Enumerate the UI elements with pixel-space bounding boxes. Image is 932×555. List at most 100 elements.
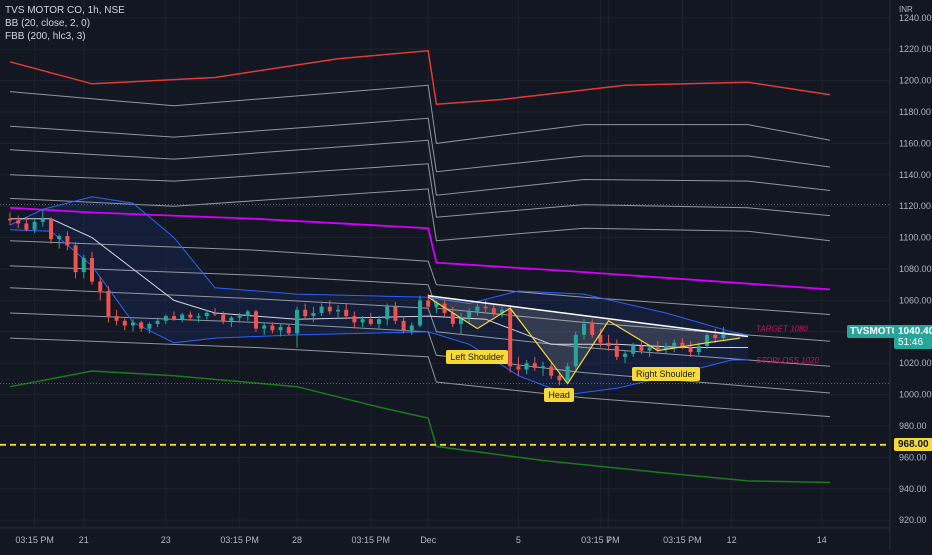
- candle-body[interactable]: [40, 218, 45, 222]
- candle-body[interactable]: [631, 345, 636, 354]
- candle-body[interactable]: [475, 306, 480, 312]
- candle-body[interactable]: [377, 319, 381, 324]
- candle-body[interactable]: [524, 363, 529, 370]
- candle-body[interactable]: [32, 221, 37, 230]
- pattern-zigzag[interactable]: [427, 296, 740, 385]
- candle-body[interactable]: [655, 347, 660, 350]
- candle-body[interactable]: [163, 316, 168, 321]
- candle-body[interactable]: [360, 319, 365, 323]
- candle-body[interactable]: [385, 306, 390, 320]
- candle-body[interactable]: [582, 323, 586, 335]
- candle-body[interactable]: [434, 303, 439, 307]
- candle-body[interactable]: [352, 316, 357, 323]
- candle-body[interactable]: [393, 306, 398, 321]
- candle-body[interactable]: [491, 308, 496, 313]
- candle-body[interactable]: [188, 314, 193, 318]
- candle-body[interactable]: [237, 316, 242, 318]
- indicator-bb[interactable]: BB (20, close, 2, 0): [5, 18, 91, 29]
- candle-body[interactable]: [508, 309, 513, 367]
- candle-body[interactable]: [459, 317, 463, 324]
- candle-body[interactable]: [688, 347, 693, 353]
- candle-body[interactable]: [565, 366, 570, 381]
- symbol-tag[interactable]: TVSMOTOR: [847, 325, 910, 339]
- candle-body[interactable]: [664, 345, 668, 350]
- candle-body[interactable]: [278, 327, 283, 331]
- candle-body[interactable]: [336, 309, 340, 312]
- candle-body[interactable]: [606, 342, 611, 346]
- candle-body[interactable]: [467, 311, 472, 318]
- candle-body[interactable]: [98, 281, 103, 291]
- candle-body[interactable]: [303, 309, 308, 317]
- current-price-tag[interactable]: 1040.40 51:46: [894, 325, 932, 350]
- candle-body[interactable]: [426, 300, 431, 307]
- candle-body[interactable]: [81, 258, 86, 273]
- candle-body[interactable]: [573, 334, 578, 367]
- candle-body[interactable]: [254, 311, 258, 329]
- candle-body[interactable]: [450, 312, 455, 324]
- candle-body[interactable]: [705, 334, 709, 346]
- candle-body[interactable]: [114, 316, 119, 321]
- candle-body[interactable]: [131, 322, 135, 326]
- candle-body[interactable]: [368, 319, 373, 324]
- candle-body[interactable]: [319, 306, 324, 313]
- candle-body[interactable]: [73, 245, 78, 273]
- candle-body[interactable]: [327, 306, 332, 312]
- candle-body[interactable]: [516, 366, 521, 370]
- candle-body[interactable]: [8, 218, 12, 221]
- candle-body[interactable]: [262, 325, 267, 329]
- candle-body[interactable]: [147, 323, 152, 329]
- candle-body[interactable]: [49, 218, 53, 240]
- candle-body[interactable]: [639, 345, 644, 351]
- candle-body[interactable]: [16, 220, 21, 224]
- candle-body[interactable]: [500, 309, 504, 313]
- candle-body[interactable]: [590, 323, 595, 335]
- candle-body[interactable]: [295, 309, 299, 334]
- candle-body[interactable]: [172, 316, 176, 320]
- candle-body[interactable]: [598, 334, 603, 343]
- candle-body[interactable]: [614, 345, 619, 357]
- y-tick-label: 1000.00: [899, 390, 932, 400]
- neckline[interactable]: [428, 294, 749, 338]
- candle-body[interactable]: [229, 317, 234, 321]
- candle-body[interactable]: [221, 314, 226, 321]
- candle-body[interactable]: [483, 306, 488, 309]
- candle-body[interactable]: [139, 322, 144, 329]
- candle-body[interactable]: [286, 327, 291, 334]
- candle-body[interactable]: [344, 309, 349, 317]
- candle-body[interactable]: [623, 353, 627, 357]
- candle-body[interactable]: [57, 236, 62, 240]
- candle-body[interactable]: [680, 342, 685, 348]
- y-tick-label: 1020.00: [899, 358, 932, 368]
- candle-body[interactable]: [401, 320, 406, 331]
- candle-body[interactable]: [532, 363, 537, 368]
- candle-body[interactable]: [418, 300, 422, 326]
- candle-body[interactable]: [270, 325, 275, 331]
- indicator-fbb[interactable]: FBB (200, hlc3, 3): [5, 31, 86, 42]
- candle-body[interactable]: [409, 325, 414, 331]
- candle-body[interactable]: [90, 258, 94, 282]
- candle-body[interactable]: [204, 312, 209, 317]
- candle-body[interactable]: [245, 311, 250, 317]
- candle-body[interactable]: [557, 375, 562, 381]
- candle-body[interactable]: [196, 316, 201, 318]
- candle-body[interactable]: [155, 320, 160, 324]
- candle-body[interactable]: [696, 345, 701, 353]
- candle-body[interactable]: [122, 320, 127, 326]
- candle-body[interactable]: [311, 312, 316, 317]
- candle-body[interactable]: [213, 312, 217, 315]
- candle-body[interactable]: [541, 366, 545, 368]
- candle-body[interactable]: [672, 342, 677, 346]
- candle-body[interactable]: [549, 366, 554, 376]
- support-price-tag[interactable]: 968.00: [894, 437, 932, 451]
- candle-body[interactable]: [713, 334, 718, 339]
- candle-body[interactable]: [65, 236, 70, 246]
- candle-body[interactable]: [721, 331, 726, 339]
- x-tick-label: 28: [292, 535, 302, 545]
- candle-body[interactable]: [180, 314, 185, 320]
- candle-body[interactable]: [24, 223, 29, 230]
- candle-body[interactable]: [647, 347, 652, 351]
- overlay-fbb_u6: [9, 188, 831, 242]
- candle-body[interactable]: [106, 290, 111, 317]
